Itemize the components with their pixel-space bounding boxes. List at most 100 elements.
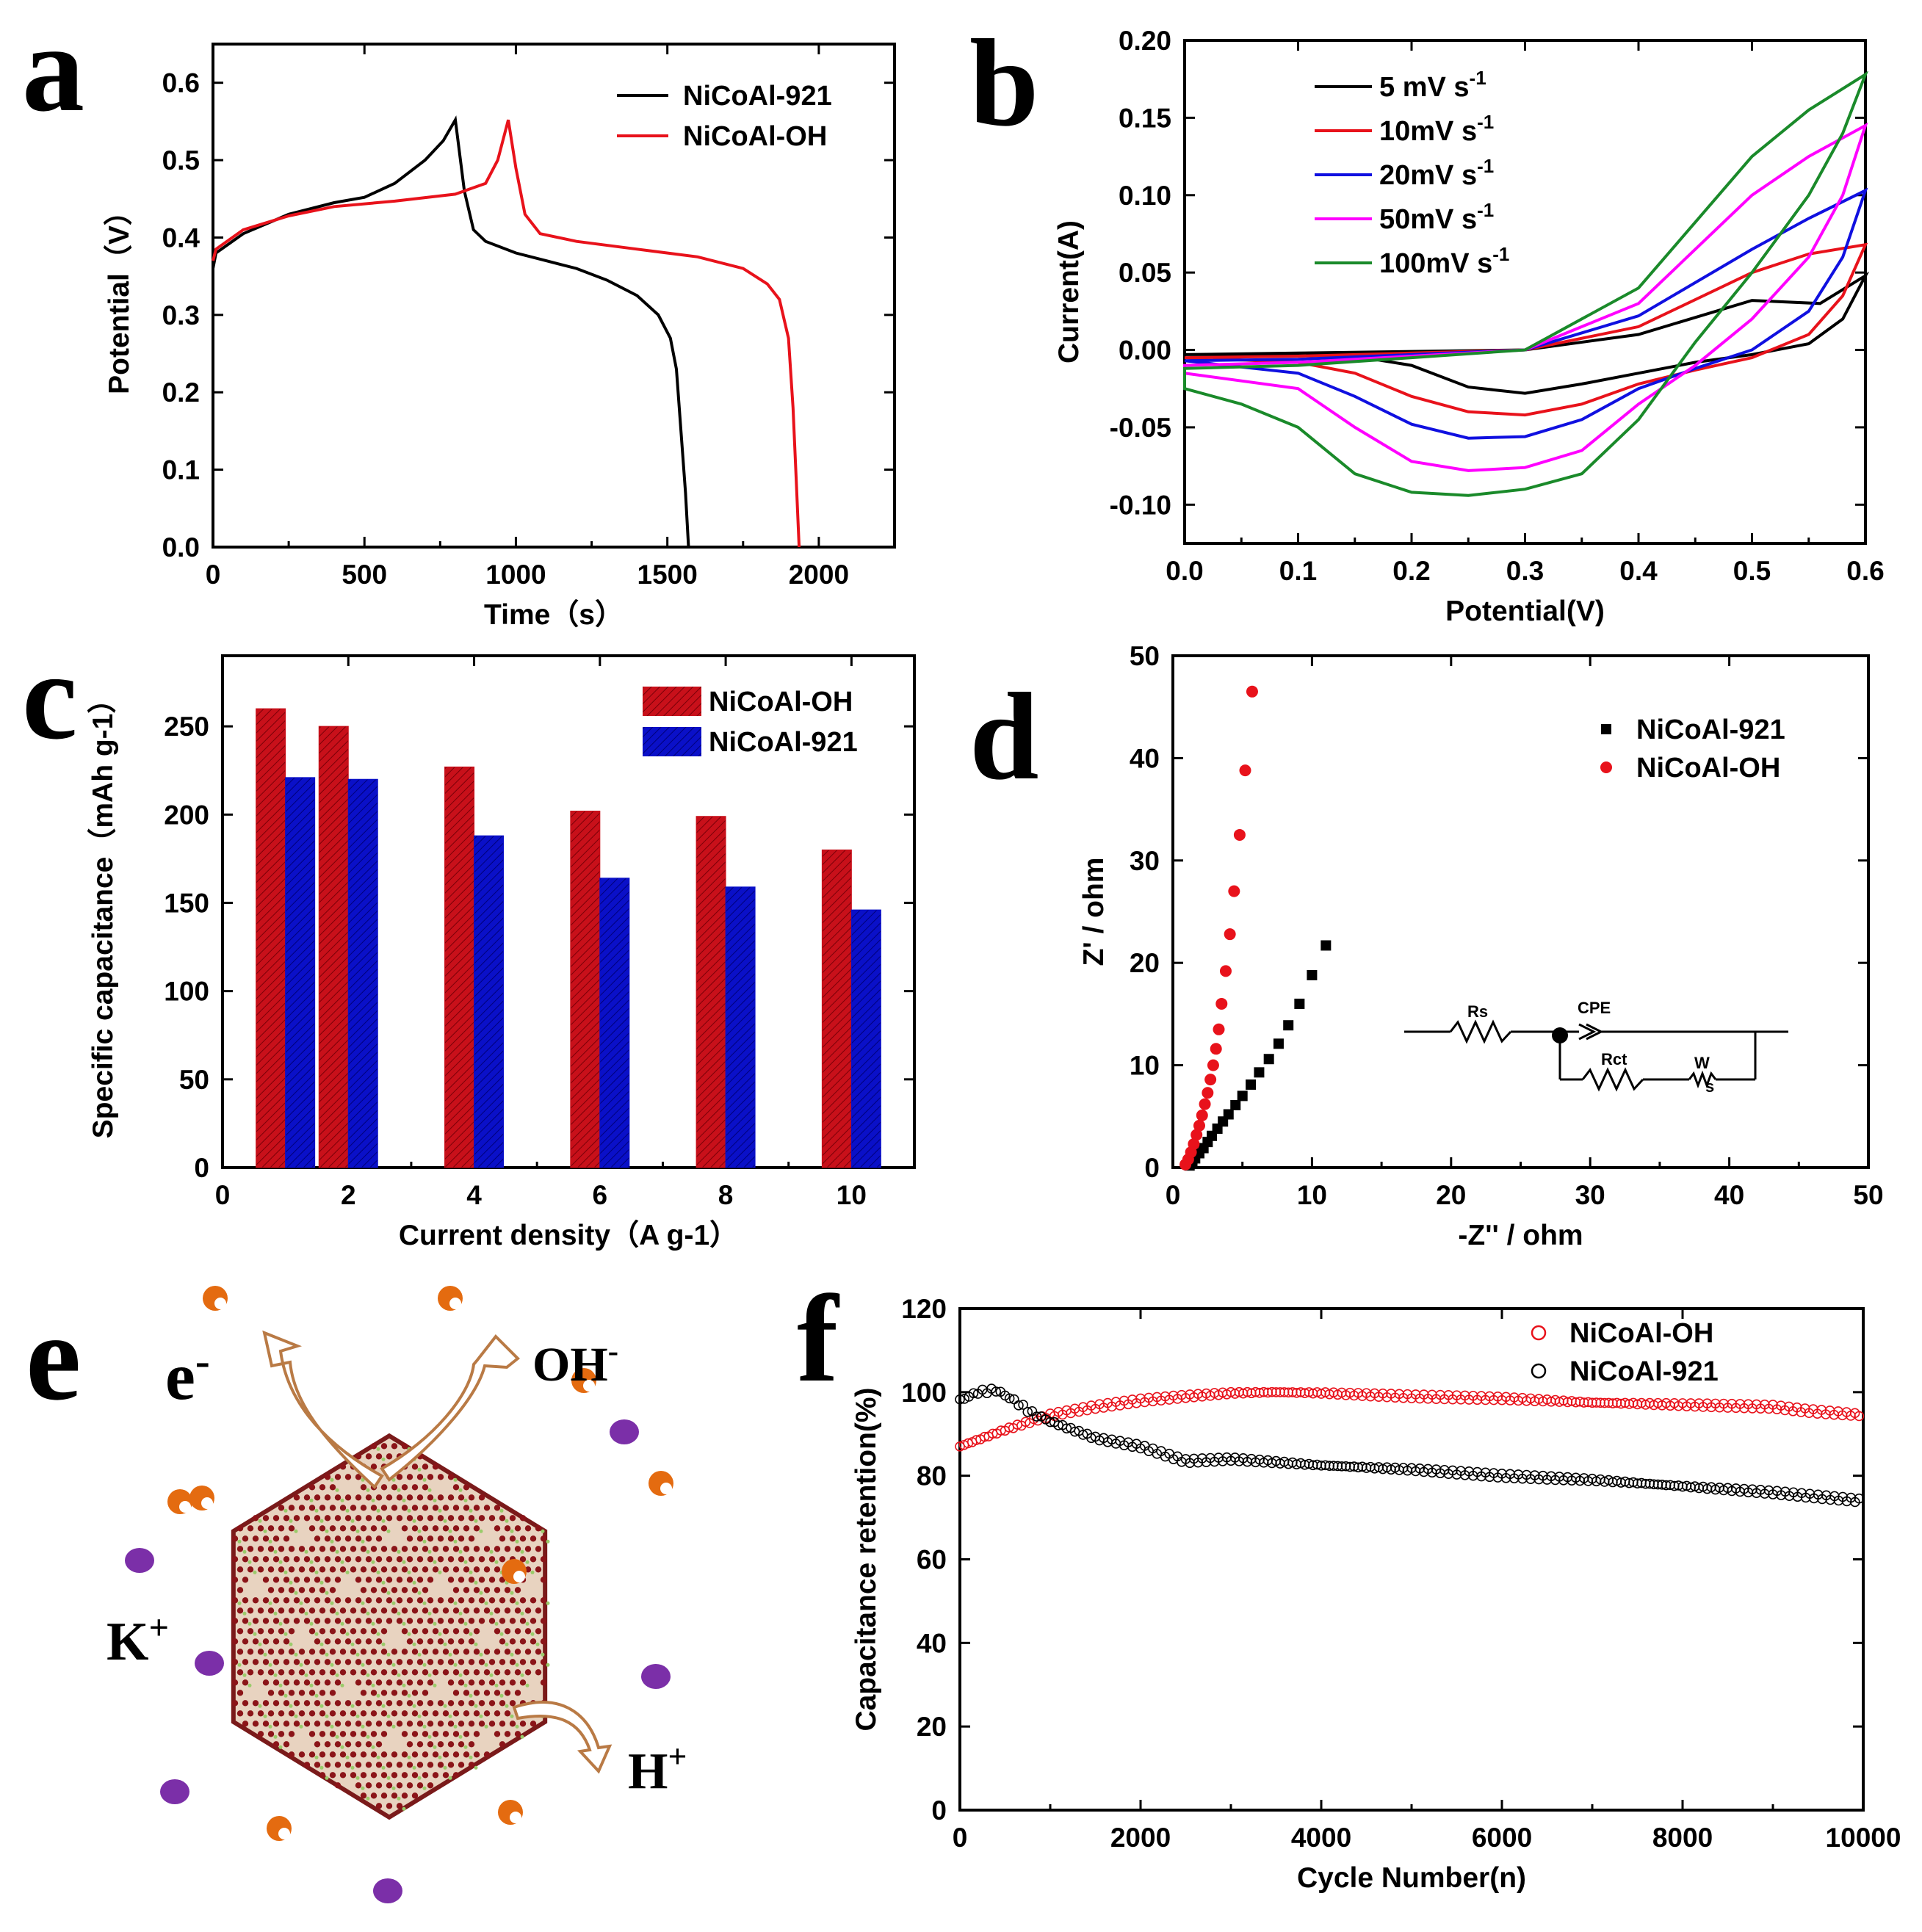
lattice-atom-green bbox=[340, 1621, 344, 1626]
legend-swatch bbox=[643, 727, 701, 756]
lattice-atom bbox=[452, 1649, 460, 1655]
lattice-atom bbox=[257, 1566, 264, 1573]
lattice-atom bbox=[452, 1546, 460, 1552]
lattice-atom bbox=[463, 1607, 470, 1614]
cycle-point bbox=[1854, 1493, 1865, 1504]
lattice-atom bbox=[458, 1618, 465, 1624]
lattice-atom bbox=[427, 1741, 434, 1748]
lattice-atom bbox=[478, 1577, 485, 1583]
lattice-atom bbox=[504, 1669, 511, 1676]
lattice-atom-green bbox=[391, 1786, 396, 1790]
lattice-atom bbox=[437, 1494, 444, 1501]
lattice-atom bbox=[231, 1556, 239, 1563]
lattice-atom-green bbox=[505, 1704, 509, 1708]
lattice-atom bbox=[468, 1577, 475, 1583]
lattice-atom bbox=[416, 1679, 424, 1686]
lattice-atom bbox=[370, 1566, 377, 1573]
lattice-atom bbox=[360, 1566, 367, 1573]
y-tick-label: -0.05 bbox=[1110, 413, 1171, 443]
lattice-atom-green bbox=[407, 1570, 411, 1574]
lattice-atom bbox=[380, 1607, 388, 1614]
lattice-atom bbox=[319, 1607, 326, 1614]
lattice-atom-green bbox=[273, 1549, 278, 1554]
lattice-atom bbox=[375, 1597, 383, 1604]
lattice-atom bbox=[463, 1505, 470, 1511]
x-axis-label: -Z'' / ohm bbox=[1458, 1220, 1583, 1251]
lattice-atom bbox=[483, 1607, 491, 1614]
lattice-atom bbox=[386, 1721, 393, 1727]
cycle-point bbox=[1357, 1461, 1368, 1472]
lattice-atom bbox=[401, 1484, 408, 1491]
lattice-atom-green bbox=[443, 1642, 447, 1646]
lattice-atom bbox=[432, 1731, 439, 1737]
lattice-atom bbox=[488, 1659, 496, 1665]
lattice-atom bbox=[350, 1649, 357, 1655]
lattice-atom bbox=[293, 1721, 300, 1727]
lattice-atom-green bbox=[376, 1570, 380, 1574]
lattice-atom bbox=[391, 1546, 398, 1552]
lattice-atom bbox=[262, 1618, 270, 1624]
lattice-atom bbox=[411, 1587, 419, 1593]
lattice-atom bbox=[272, 1741, 280, 1748]
cycle-point bbox=[1595, 1397, 1605, 1408]
lattice-atom-green bbox=[417, 1591, 422, 1595]
lattice-atom-green bbox=[361, 1663, 365, 1667]
lattice-atom bbox=[411, 1505, 419, 1511]
lattice-atom-green bbox=[345, 1570, 350, 1574]
lattice-atom bbox=[283, 1638, 290, 1645]
cycle-point bbox=[1279, 1387, 1290, 1397]
panel-label-f: f bbox=[797, 1270, 840, 1408]
lattice-atom bbox=[499, 1556, 506, 1563]
lattice-atom-green bbox=[376, 1508, 380, 1513]
lattice-atom-green bbox=[309, 1621, 314, 1626]
lattice-atom bbox=[401, 1607, 408, 1614]
lattice-atom-green bbox=[381, 1580, 386, 1585]
lattice-atom bbox=[242, 1659, 249, 1665]
lattice-atom-green bbox=[371, 1560, 375, 1564]
lattice-atom-green bbox=[263, 1529, 267, 1533]
lattice-atom bbox=[427, 1535, 434, 1542]
lattice-atom bbox=[396, 1556, 403, 1563]
lattice-atom-green bbox=[422, 1724, 427, 1729]
lattice-atom bbox=[365, 1515, 372, 1522]
lattice-atom bbox=[478, 1700, 485, 1707]
cv-curve bbox=[1183, 122, 1868, 472]
cycle-point bbox=[1246, 1388, 1257, 1399]
lattice-atom bbox=[355, 1679, 362, 1686]
lattice-atom bbox=[262, 1556, 270, 1563]
lattice-atom-green bbox=[268, 1663, 272, 1667]
lattice-atom-green bbox=[278, 1560, 283, 1564]
lattice-atom bbox=[267, 1690, 275, 1696]
lattice-atom bbox=[329, 1690, 336, 1696]
lattice-atom-green bbox=[355, 1652, 360, 1657]
lattice-atom bbox=[442, 1649, 449, 1655]
lattice-atom bbox=[494, 1731, 501, 1737]
lattice-atom bbox=[504, 1649, 511, 1655]
lattice-atom bbox=[344, 1515, 352, 1522]
lattice-atom-green bbox=[479, 1714, 483, 1718]
plot-frame bbox=[212, 43, 896, 549]
potassium-ion bbox=[610, 1419, 639, 1444]
lattice-atom-green bbox=[417, 1652, 422, 1657]
lattice-atom-green bbox=[494, 1683, 499, 1687]
data-point bbox=[1199, 1098, 1211, 1110]
lattice-atom bbox=[483, 1546, 491, 1552]
lattice-atom-green bbox=[525, 1560, 530, 1564]
lattice-atom-green bbox=[479, 1529, 483, 1533]
panel-label-d: d bbox=[969, 667, 1039, 806]
lattice-atom-green bbox=[314, 1508, 319, 1513]
data-point bbox=[1283, 1020, 1294, 1031]
lattice-atom-green bbox=[494, 1560, 499, 1564]
y-tick-label: 120 bbox=[901, 1294, 947, 1324]
lattice-atom-green bbox=[546, 1539, 550, 1544]
lattice-atom bbox=[339, 1731, 347, 1737]
lattice-atom bbox=[406, 1782, 413, 1789]
x-tick-label: 500 bbox=[342, 560, 387, 590]
y-tick-label: 0.5 bbox=[162, 145, 200, 176]
lattice-atom-green bbox=[541, 1652, 545, 1657]
lattice-atom bbox=[396, 1721, 403, 1727]
lattice-atom bbox=[370, 1649, 377, 1655]
lattice-atom bbox=[509, 1700, 516, 1707]
lattice-atom bbox=[524, 1546, 532, 1552]
lattice-atom bbox=[391, 1751, 398, 1758]
